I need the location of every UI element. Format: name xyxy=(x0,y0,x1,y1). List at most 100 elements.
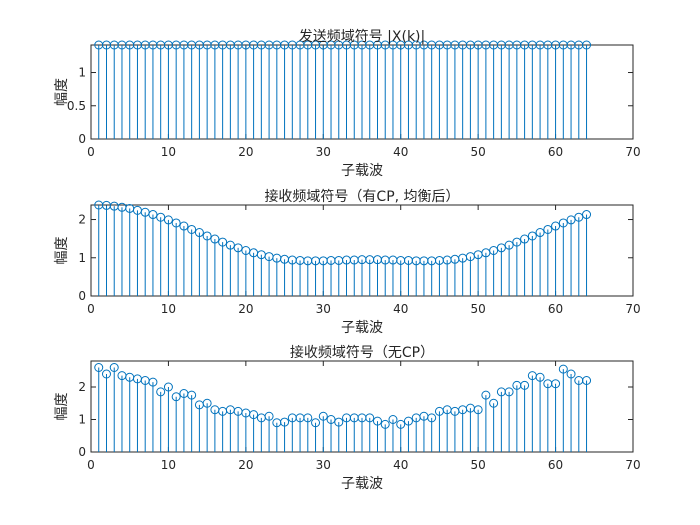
stem-marker xyxy=(473,405,483,415)
stem-marker xyxy=(249,410,259,420)
x-tick-label: 60 xyxy=(548,302,563,316)
stem-marker xyxy=(202,398,212,408)
stem-marker xyxy=(171,392,181,402)
x-tick-label: 70 xyxy=(625,458,640,472)
stem-marker xyxy=(101,369,111,379)
x-tick-label: 70 xyxy=(625,302,640,316)
x-tick-label: 30 xyxy=(316,145,331,159)
y-tick-label: 0 xyxy=(78,289,86,303)
y-axis-label: 幅度 xyxy=(54,237,70,265)
x-axis-label: 子载波 xyxy=(341,320,383,336)
x-tick-label: 50 xyxy=(471,302,486,316)
y-tick-label: 0 xyxy=(78,445,86,459)
subplot-title: 接收频域符号（有CP, 均衡后） xyxy=(264,188,459,205)
x-tick-label: 50 xyxy=(471,458,486,472)
stem-marker xyxy=(94,363,104,372)
stem-marker xyxy=(504,387,514,397)
stem-marker xyxy=(372,416,382,426)
stem-marker xyxy=(326,415,336,424)
stem-marker xyxy=(504,240,514,250)
stem-marker xyxy=(187,224,197,234)
stem-marker xyxy=(365,413,375,423)
stem-marker xyxy=(225,240,235,250)
stem-marker xyxy=(496,243,506,253)
x-tick-label: 40 xyxy=(393,458,408,472)
subplot-title: 发送频域符号 |X(k)| xyxy=(299,29,426,45)
x-tick-label: 20 xyxy=(238,458,253,472)
stem-marker xyxy=(403,416,413,426)
stem-marker xyxy=(109,363,119,372)
x-tick-label: 30 xyxy=(316,302,331,316)
x-tick-label: 10 xyxy=(161,145,176,159)
x-axis-label: 子载波 xyxy=(341,476,383,492)
stem-marker xyxy=(427,413,437,423)
stem-marker xyxy=(163,215,173,225)
stem-marker xyxy=(396,419,406,429)
stem-marker xyxy=(582,376,592,385)
stem-marker xyxy=(535,372,545,382)
stem-marker xyxy=(574,212,584,222)
stem-marker xyxy=(551,221,561,231)
stem-marker xyxy=(582,210,592,220)
y-tick-label: 2 xyxy=(78,213,86,227)
subplot-title: 接收频域符号（无CP） xyxy=(290,344,434,361)
stem-marker xyxy=(558,218,568,228)
stem-marker xyxy=(163,382,173,392)
stem-marker xyxy=(388,415,398,424)
stem-marker xyxy=(566,369,576,379)
y-axis-label: 幅度 xyxy=(54,393,70,421)
subplot-tx-symbols: 子载波 幅度 0 10 20 30 40 50 60 70 0 0.5 1 发送频域符号 |X(k)| xyxy=(54,29,641,179)
stem-marker xyxy=(481,390,491,400)
stem-marker xyxy=(535,228,545,238)
subplot-rx-with-cp: 子载波 幅度 0 10 20 30 40 50 60 70 0 1 2 接收频域符号（有CP, 均衡后… xyxy=(54,188,641,336)
x-axis-label: 子载波 xyxy=(341,163,383,179)
stem-marker xyxy=(334,417,344,427)
x-tick-label: 60 xyxy=(548,458,563,472)
stem-marker xyxy=(148,210,158,220)
x-tick-label: 30 xyxy=(316,458,331,472)
stem-marker xyxy=(171,218,181,228)
stem-marker xyxy=(543,224,553,234)
stem-marker xyxy=(303,413,313,423)
x-tick-label: 70 xyxy=(625,145,640,159)
stem-marker xyxy=(194,228,204,238)
stem-marker xyxy=(380,419,390,429)
stem-marker xyxy=(311,418,321,428)
y-tick-label: 0 xyxy=(78,132,86,146)
x-tick-label: 40 xyxy=(393,145,408,159)
stem-marker xyxy=(520,380,530,390)
stem-marker xyxy=(187,390,197,400)
x-tick-label: 0 xyxy=(87,302,95,316)
stem-marker xyxy=(512,237,522,247)
stem-marker xyxy=(156,212,166,222)
x-tick-label: 0 xyxy=(87,458,95,472)
stem-marker xyxy=(179,221,189,231)
stem-marker xyxy=(218,237,228,247)
x-tick-label: 0 xyxy=(87,145,95,159)
subplot-rx-without-cp: 子载波 幅度 0 10 20 30 40 50 60 70 0 1 2 接收频域符号（无CP） xyxy=(54,344,641,492)
stem-marker xyxy=(489,398,499,408)
x-tick-label: 60 xyxy=(548,145,563,159)
stem-marker xyxy=(202,231,212,241)
stem-marker xyxy=(551,379,561,389)
stem-marker xyxy=(558,364,568,374)
x-tick-label: 10 xyxy=(161,458,176,472)
y-tick-label: 1 xyxy=(78,66,86,80)
stem-marker xyxy=(566,215,576,225)
stem-marker xyxy=(318,411,328,421)
y-tick-label: 0.5 xyxy=(67,99,86,113)
y-tick-label: 2 xyxy=(78,380,86,394)
x-tick-label: 20 xyxy=(238,302,253,316)
stem-marker xyxy=(210,234,220,244)
stem-marker xyxy=(520,234,530,244)
stem-marker xyxy=(489,246,499,255)
y-axis-label: 幅度 xyxy=(54,78,70,106)
x-tick-label: 40 xyxy=(393,302,408,316)
x-tick-label: 50 xyxy=(471,145,486,159)
stem-marker xyxy=(582,40,592,50)
stem-marker xyxy=(264,411,274,421)
stem-marker xyxy=(527,231,537,241)
x-tick-label: 20 xyxy=(238,145,253,159)
x-tick-label: 10 xyxy=(161,302,176,316)
